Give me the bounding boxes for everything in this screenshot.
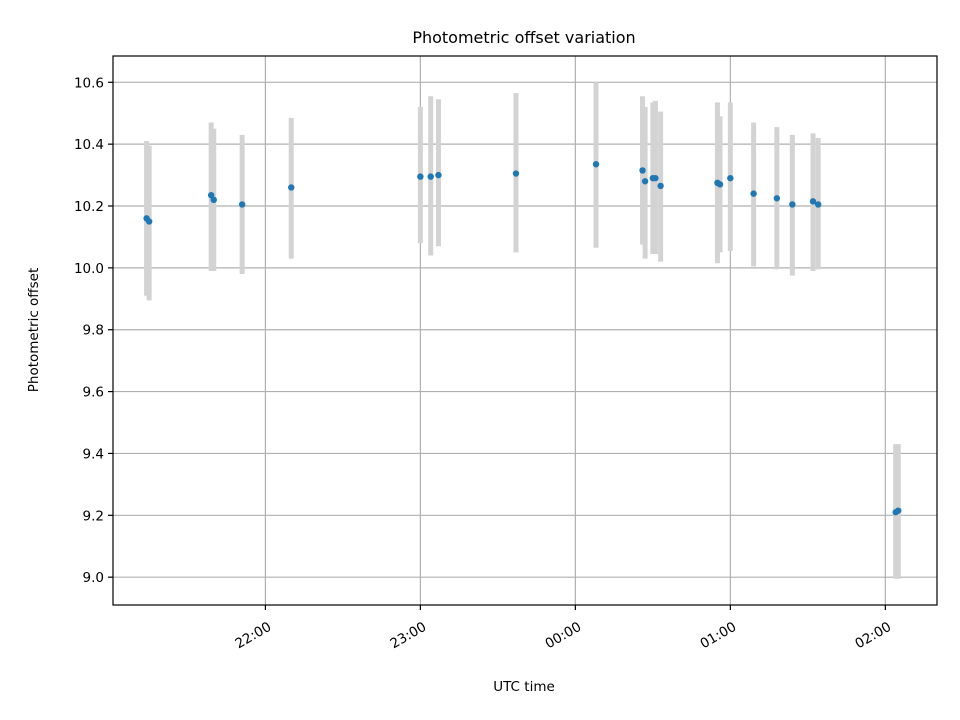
y-tick-label: 10.6 bbox=[74, 75, 104, 91]
grid-lines bbox=[113, 56, 937, 605]
data-point bbox=[210, 196, 217, 204]
x-tick-label: 23:00 bbox=[387, 619, 429, 652]
x-tick-label: 00:00 bbox=[542, 619, 584, 652]
data-point bbox=[750, 190, 757, 197]
data-point bbox=[512, 170, 520, 177]
data-point bbox=[814, 201, 822, 208]
data-point bbox=[288, 184, 295, 191]
data-point bbox=[895, 507, 902, 514]
x-tick-label: 22:00 bbox=[233, 619, 275, 652]
y-axis-label: Photometric offset bbox=[26, 268, 42, 392]
y-tick-label: 10.0 bbox=[74, 261, 104, 277]
data-point bbox=[716, 181, 724, 188]
data-point bbox=[435, 171, 442, 179]
data-point bbox=[592, 161, 600, 168]
data-point bbox=[652, 174, 659, 182]
chart-title: Photometric offset variation bbox=[412, 28, 635, 47]
x-tick-label: 02:00 bbox=[852, 619, 894, 652]
error-bars bbox=[144, 82, 901, 579]
y-tick-label: 10.2 bbox=[74, 199, 104, 215]
data-point bbox=[238, 201, 246, 208]
data-points bbox=[143, 161, 902, 516]
x-tick-label: 01:00 bbox=[697, 619, 739, 652]
y-tick-label: 9.2 bbox=[83, 508, 104, 524]
data-point bbox=[727, 174, 734, 182]
y-tick-label: 9.8 bbox=[83, 323, 104, 339]
data-point bbox=[145, 218, 153, 225]
y-tick-label: 10.4 bbox=[74, 137, 104, 153]
data-point bbox=[427, 173, 434, 180]
data-point bbox=[657, 182, 664, 190]
data-point bbox=[641, 178, 649, 185]
y-axis-ticks: 9.0 9.2 9.4 9.6 9.8 10.0 10.2 10.4 10.6 bbox=[74, 75, 113, 586]
y-tick-label: 9.4 bbox=[83, 446, 104, 462]
data-point bbox=[417, 173, 424, 180]
data-point bbox=[809, 198, 817, 205]
x-axis-label: UTC time bbox=[493, 679, 555, 695]
data-point bbox=[639, 167, 646, 174]
x-axis-ticks: 22:00 23:00 00:00 01:00 02:00 bbox=[233, 605, 894, 652]
y-tick-label: 9.6 bbox=[83, 385, 104, 401]
data-point bbox=[773, 195, 781, 202]
y-tick-label: 9.0 bbox=[83, 570, 104, 586]
data-point bbox=[789, 201, 796, 208]
plot-frame bbox=[112, 55, 938, 606]
